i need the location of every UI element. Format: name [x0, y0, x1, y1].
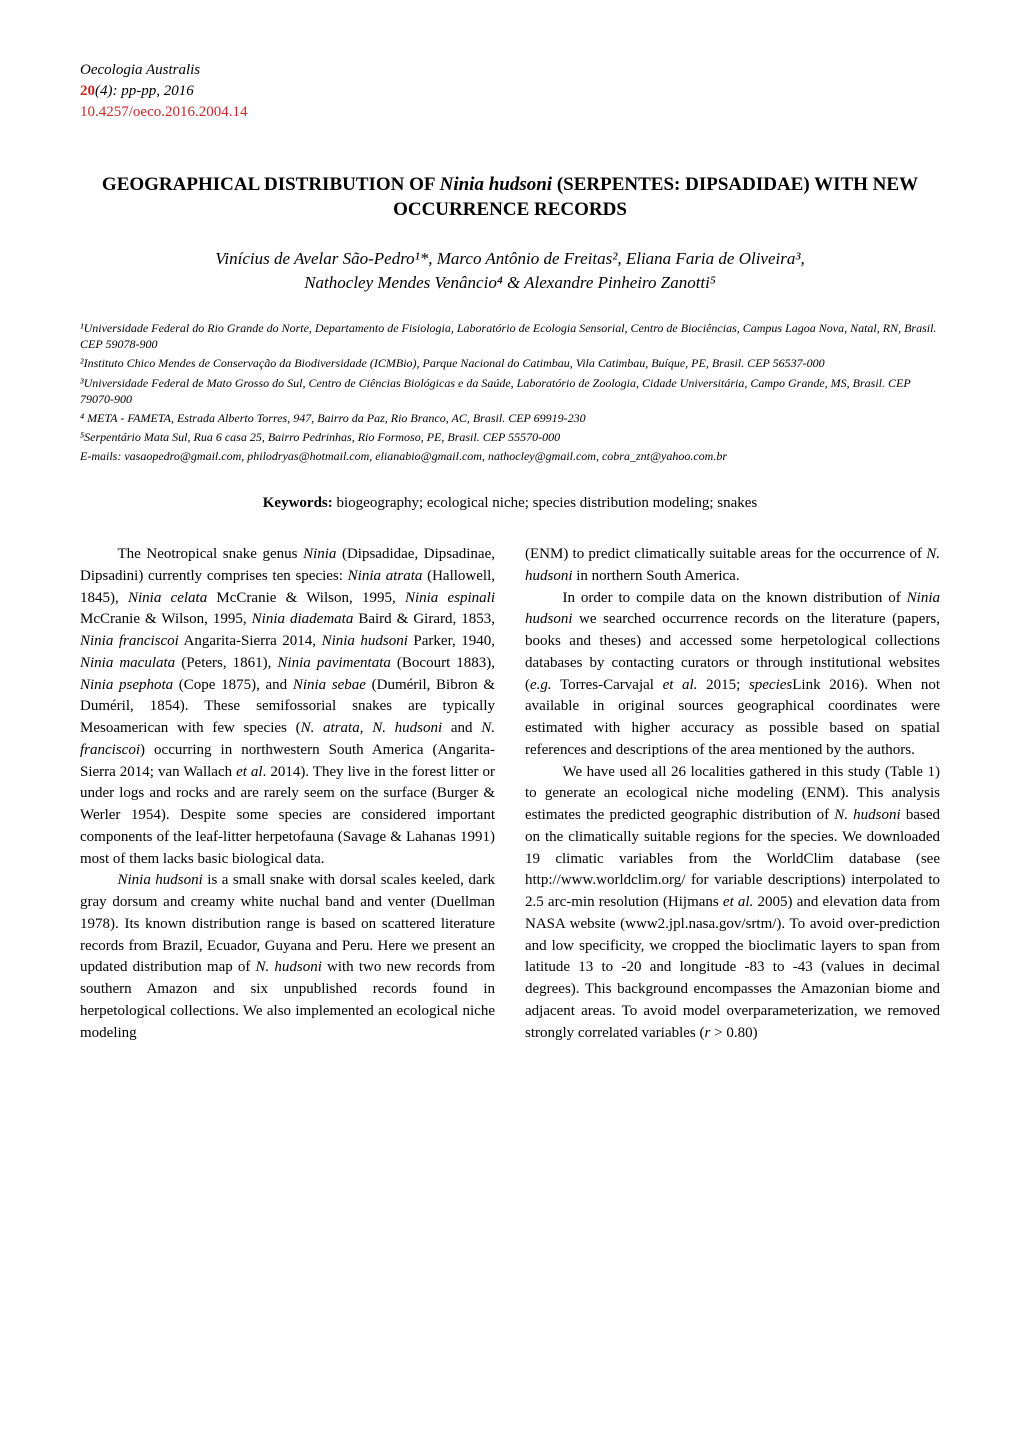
affiliation-1: ¹Universidade Federal do Rio Grande do N…: [80, 320, 940, 352]
body-paragraph-4: We have used all 26 localities gathered …: [525, 762, 940, 1045]
authors-line-1: Vinícius de Avelar São-Pedro¹*, Marco An…: [80, 247, 940, 271]
journal-issue-text: (4): pp-pp, 2016: [95, 83, 194, 99]
title-part-before: GEOGRAPHICAL DISTRIBUTION OF: [102, 174, 440, 195]
authors-line-2: Nathocley Mendes Venâncio⁴ & Alexandre P…: [80, 271, 940, 295]
journal-doi: 10.4257/oeco.2016.2004.14: [80, 102, 940, 123]
author-emails: E-mails: vasaopedro@gmail.com, philodrya…: [80, 448, 940, 465]
keywords: Keywords: biogeography; ecological niche…: [80, 493, 940, 514]
left-column: The Neotropical snake genus Ninia (Dipsa…: [80, 544, 495, 1044]
affiliation-5: ⁵Serpentário Mata Sul, Rua 6 casa 25, Ba…: [80, 429, 940, 445]
journal-issue: 20(4): pp-pp, 2016: [80, 81, 940, 102]
body-paragraph-2: Ninia hudsoni is a small snake with dors…: [80, 870, 495, 1044]
title-species-name: Ninia hudsoni: [440, 174, 552, 195]
body-paragraph-1: The Neotropical snake genus Ninia (Dipsa…: [80, 544, 495, 870]
body-columns: The Neotropical snake genus Ninia (Dipsa…: [80, 544, 940, 1044]
body-paragraph-3: In order to compile data on the known di…: [525, 588, 940, 762]
affiliation-2: ²Instituto Chico Mendes de Conservação d…: [80, 355, 940, 371]
article-title: GEOGRAPHICAL DISTRIBUTION OF Ninia hudso…: [80, 173, 940, 222]
journal-volume: 20: [80, 83, 95, 99]
affiliations-block: ¹Universidade Federal do Rio Grande do N…: [80, 320, 940, 465]
journal-name: Oecologia Australis: [80, 60, 940, 81]
keywords-text: biogeography; ecological niche; species …: [333, 495, 757, 511]
authors-block: Vinícius de Avelar São-Pedro¹*, Marco An…: [80, 247, 940, 295]
affiliation-3: ³Universidade Federal de Mato Grosso do …: [80, 375, 940, 407]
right-column: (ENM) to predict climatically suitable a…: [525, 544, 940, 1044]
journal-header: Oecologia Australis 20(4): pp-pp, 2016 1…: [80, 60, 940, 123]
keywords-label: Keywords:: [263, 495, 333, 511]
body-paragraph-2-cont: (ENM) to predict climatically suitable a…: [525, 544, 940, 588]
affiliation-4: ⁴ META - FAMETA, Estrada Alberto Torres,…: [80, 410, 940, 426]
